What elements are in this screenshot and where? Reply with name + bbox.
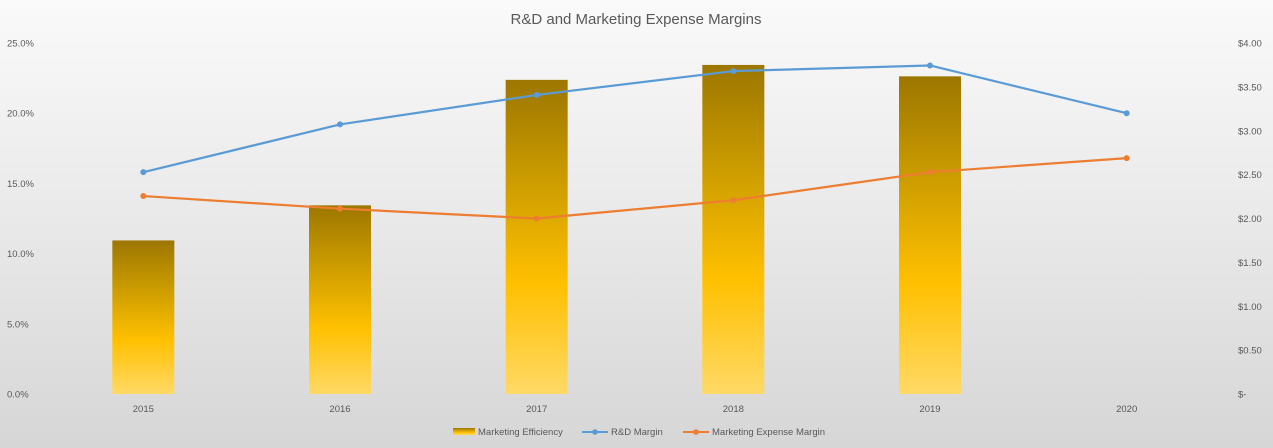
x-axis-tick-label: 2020 (1116, 404, 1137, 415)
point-marketing-expense-margin (1123, 155, 1130, 162)
x-axis-tick-label: 2015 (133, 404, 154, 415)
point-marketing-expense-margin (140, 193, 147, 200)
left-axis-tick-label: 5.0% (7, 319, 29, 330)
point-r-d-margin (730, 68, 737, 75)
bar-marketing-efficiency (309, 205, 371, 394)
point-r-d-margin (140, 169, 147, 176)
right-axis-tick-label: $0.50 (1238, 346, 1262, 357)
line-marketing-expense-margin (143, 157, 1127, 220)
chart-title: R&D and Marketing Expense Margins (511, 11, 762, 28)
line-r-d-margin (143, 64, 1127, 174)
x-axis-tick-label: 2016 (329, 404, 350, 415)
x-axis-tick-label: 2017 (526, 404, 547, 415)
right-axis-tick-label: $2.50 (1238, 170, 1262, 181)
legend-marker-marketing-expense-margin (693, 429, 699, 435)
left-axis-tick-label: 25.0% (7, 39, 34, 50)
legend: Marketing Efficiency R&D Margin Marketing … (453, 427, 825, 438)
bar-series (112, 64, 961, 394)
point-r-d-margin (1123, 110, 1130, 117)
left-axis-tick-label: 10.0% (7, 249, 34, 260)
right-axis-tick-label: $3.00 (1238, 126, 1262, 137)
legend-label-marketing-expense-margin: Marketing Expense Margin (712, 427, 825, 438)
bar-marketing-efficiency (112, 240, 175, 394)
legend-marker-r-d-margin (592, 429, 598, 435)
bar-marketing-efficiency (702, 64, 765, 394)
bar-marketing-efficiency (899, 76, 961, 394)
legend-swatch-marketing-efficiency (453, 428, 475, 435)
left-axis-tick-label: 15.0% (7, 179, 34, 190)
left-axis: 0.0% 5.0% 10.0% 15.0% 20.0% 25.0% (7, 39, 34, 401)
x-axis: 2015 2016 2017 2018 2019 2020 (133, 404, 1137, 415)
legend-label-marketing-efficiency: Marketing Efficiency (478, 427, 563, 438)
line-series (140, 62, 1130, 222)
point-r-d-margin (533, 91, 540, 98)
point-r-d-margin (337, 121, 343, 128)
point-marketing-expense-margin (730, 197, 737, 204)
legend-label-r-d-margin: R&D Margin (611, 427, 663, 438)
point-marketing-expense-margin (533, 215, 540, 222)
point-marketing-expense-margin (927, 169, 933, 176)
x-axis-tick-label: 2018 (723, 404, 744, 415)
right-axis: $- $0.50 $1.00 $1.50 $2.00 $2.50 $3.00 $3.50 $4.… (1238, 39, 1262, 401)
point-marketing-expense-margin (337, 205, 343, 212)
right-axis-tick-label: $4.00 (1238, 39, 1262, 50)
right-axis-tick-label: $3.50 (1238, 82, 1262, 93)
right-axis-tick-label: $1.50 (1238, 258, 1262, 269)
right-axis-tick-label: $1.00 (1238, 302, 1262, 313)
bar-marketing-efficiency (505, 79, 568, 394)
right-axis-tick-label: $2.00 (1238, 214, 1262, 225)
right-axis-tick-label: $- (1238, 390, 1246, 401)
left-axis-tick-label: 0.0% (7, 390, 29, 401)
left-axis-tick-label: 20.0% (7, 109, 34, 120)
x-axis-tick-label: 2019 (919, 404, 940, 415)
point-r-d-margin (927, 62, 933, 69)
